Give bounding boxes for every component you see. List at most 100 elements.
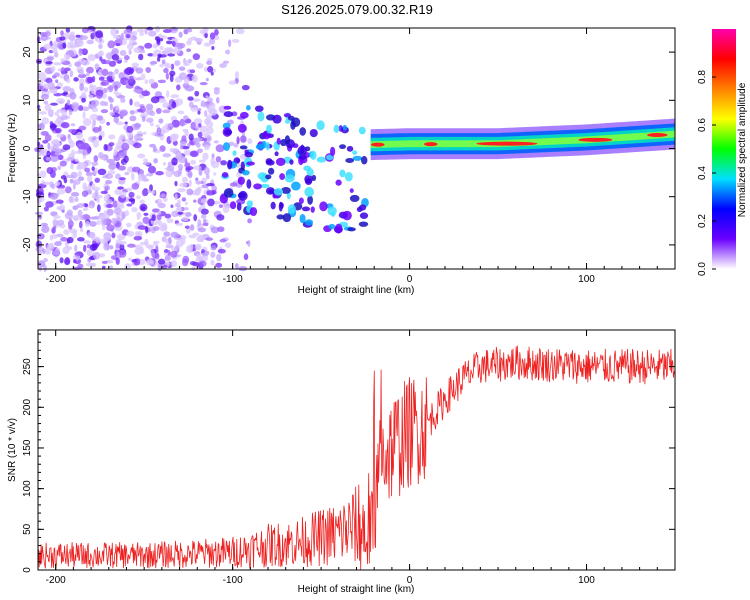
spectrogram-noise-blob	[87, 204, 94, 209]
spectrogram-transition-blob	[328, 223, 336, 230]
spectrogram-transition-blob	[356, 206, 363, 213]
spectrogram-noise-blob	[124, 55, 130, 61]
spectrogram-transition-blob	[236, 202, 242, 211]
spectrogram-noise-blob	[216, 253, 222, 262]
spectrogram-noise-blob	[94, 63, 100, 71]
spectrogram-noise-blob	[203, 66, 208, 72]
spectrogram-noise-blob	[74, 158, 79, 162]
spectrogram-transition-blob	[304, 219, 314, 226]
spectrogram-noise-blob	[197, 148, 203, 154]
spectrogram-noise-blob	[139, 246, 145, 255]
spectrogram-noise-blob	[156, 213, 162, 221]
spectrogram-noise-blob	[109, 245, 114, 250]
spectrogram-noise-blob	[65, 78, 71, 83]
spectrogram-noise-blob	[43, 206, 49, 212]
spectrogram-transition-blob	[316, 120, 325, 131]
spectrogram-noise-blob	[117, 186, 124, 190]
spectrogram-noise-blob	[150, 96, 160, 104]
spectrogram-noise-blob	[171, 38, 179, 42]
spectrogram-noise-blob	[152, 43, 158, 49]
spectrogram-noise-blob	[114, 84, 118, 92]
spectrogram-noise-blob	[152, 226, 160, 231]
spectrogram-noise-blob	[233, 143, 239, 148]
spectrogram-noise-blob	[129, 115, 137, 122]
spectrogram-noise-blob	[228, 39, 232, 48]
spectrogram-noise-blob	[210, 157, 215, 166]
spectrogram-noise-blob	[169, 250, 178, 258]
spectrogram-noise-blob	[65, 54, 71, 60]
spectrogram-noise-blob	[207, 97, 213, 104]
spectrogram-noise-blob	[116, 251, 120, 259]
spectrogram-noise-blob	[189, 224, 195, 231]
spectrogram-noise-blob	[98, 152, 104, 159]
spectrogram-noise-blob	[204, 110, 208, 117]
spectrogram-noise-blob	[126, 125, 134, 133]
colorbar-tick-label: 0.8	[697, 70, 708, 84]
spectrogram-noise-blob	[133, 123, 142, 128]
spectrogram-noise-blob	[205, 173, 210, 180]
spectrogram-transition-blob	[266, 124, 272, 134]
spectrogram-noise-blob	[73, 216, 79, 222]
spectrogram-transition-blob	[319, 201, 328, 212]
spectrogram-noise-blob	[45, 156, 51, 162]
spectrogram-noise-blob	[106, 224, 115, 232]
spectrogram-noise-blob	[159, 45, 164, 51]
spectrogram-noise-blob	[177, 164, 184, 170]
spectrogram-noise-blob	[56, 133, 64, 138]
spectrogram-noise-blob	[59, 257, 64, 264]
spectrogram-noise-blob	[206, 60, 213, 65]
spectrogram-noise-blob	[85, 171, 93, 177]
spectrogram-noise-blob	[140, 73, 146, 81]
spectrogram-noise-blob	[199, 125, 208, 134]
spectrogram-noise-blob	[91, 107, 99, 113]
spectrogram-noise-blob	[115, 173, 121, 180]
spectrogram-noise-blob	[149, 122, 154, 127]
spectrogram-transition-blob	[310, 206, 315, 213]
spectrogram-noise-blob	[54, 119, 63, 125]
spectrogram-noise-blob	[77, 73, 87, 79]
spectrogram-noise-blob	[70, 123, 76, 127]
spectrogram-noise-blob	[181, 197, 187, 202]
spectrogram-noise-blob	[107, 96, 112, 100]
spectrogram-transition-blob	[334, 223, 343, 234]
spectrogram-noise-blob	[79, 220, 83, 229]
spectrogram-noise-blob	[147, 165, 157, 174]
spectrogram-noise-blob	[56, 97, 66, 104]
spectrogram-noise-blob	[135, 67, 144, 74]
spectrogram-noise-blob	[36, 173, 41, 177]
spectrogram-noise-blob	[198, 159, 206, 163]
spectrogram-noise-blob	[61, 92, 68, 96]
spectrogram-noise-blob	[196, 37, 202, 46]
spectrogram-noise-blob	[210, 226, 220, 234]
spectrogram-noise-blob	[149, 61, 156, 66]
spectrogram-noise-blob	[117, 233, 126, 241]
spectrogram-noise-blob	[180, 144, 184, 150]
spectrogram-noise-blob	[178, 72, 188, 81]
spectrogram-noise-blob	[65, 174, 75, 179]
carrier-peak	[370, 142, 385, 147]
spectrogram-noise-blob	[83, 86, 89, 93]
spectrogram-noise-blob	[87, 76, 94, 84]
spectrogram-noise-blob	[189, 141, 195, 146]
spectrogram-noise-blob	[50, 102, 58, 106]
spectrogram-noise-blob	[77, 170, 83, 178]
spectrogram-noise-blob	[45, 61, 53, 65]
colorbar: 0.0 0.2 0.4 0.6 0.8 Normalized spectral ampl…	[697, 29, 748, 276]
spectrogram-noise-blob	[66, 99, 71, 106]
carrier-track-band	[370, 130, 675, 148]
spectrogram-noise-blob	[85, 262, 95, 267]
spectrogram-noise-blob	[141, 90, 151, 97]
spectrogram-noise-blob	[47, 142, 51, 150]
spectrogram-noise-blob	[138, 53, 144, 61]
spectrogram-noise-blob	[121, 142, 130, 151]
spectrogram-transition-blob	[286, 191, 291, 200]
spectrogram-noise-blob	[201, 198, 208, 204]
spectrogram-noise-blob	[155, 131, 162, 135]
spectrogram-noise-blob	[125, 79, 129, 85]
spectrogram-noise-blob	[184, 225, 190, 229]
carrier-peak	[424, 142, 438, 147]
spectrogram-noise-blob	[75, 131, 84, 140]
spectrogram-transition-blob	[358, 126, 366, 135]
spectrogram-transition-blob	[275, 157, 286, 166]
spectrogram-noise-blob	[78, 105, 84, 111]
